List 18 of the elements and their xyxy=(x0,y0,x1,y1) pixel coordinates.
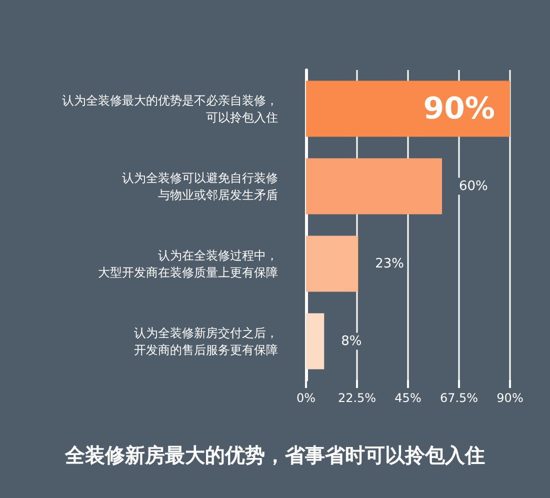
y-tick-label: 认为在全装修过程中，大型开发商在装修质量上更有保障 xyxy=(98,248,278,280)
bar xyxy=(306,80,510,137)
data-label: 23% xyxy=(375,256,404,272)
y-tick-label: 认为全装修新房交付之后，开发商的售后服务更有保障 xyxy=(134,326,278,357)
bar xyxy=(306,158,442,214)
bar xyxy=(306,313,324,370)
x-tick-label: 67.5% xyxy=(440,391,478,405)
data-label: 8% xyxy=(341,334,362,349)
bar xyxy=(306,236,358,292)
x-tick-label: 0% xyxy=(296,391,316,405)
text: 全装修新房最大的优势，省事省时可以拎包入住 xyxy=(64,443,485,467)
x-tick-label: 22.5% xyxy=(338,391,376,405)
x-tick-label: 45% xyxy=(394,391,422,405)
x-tick-label: 90% xyxy=(496,391,524,405)
y-tick-label: 认为全装修最大的优势是不必亲自装修，可以拎包入住 xyxy=(62,93,278,124)
data-label: 60% xyxy=(459,178,488,194)
data-label: 90% xyxy=(423,91,495,126)
y-tick-label: 认为全装修可以避免自行装修与物业或邻居发生矛盾 xyxy=(122,170,278,202)
